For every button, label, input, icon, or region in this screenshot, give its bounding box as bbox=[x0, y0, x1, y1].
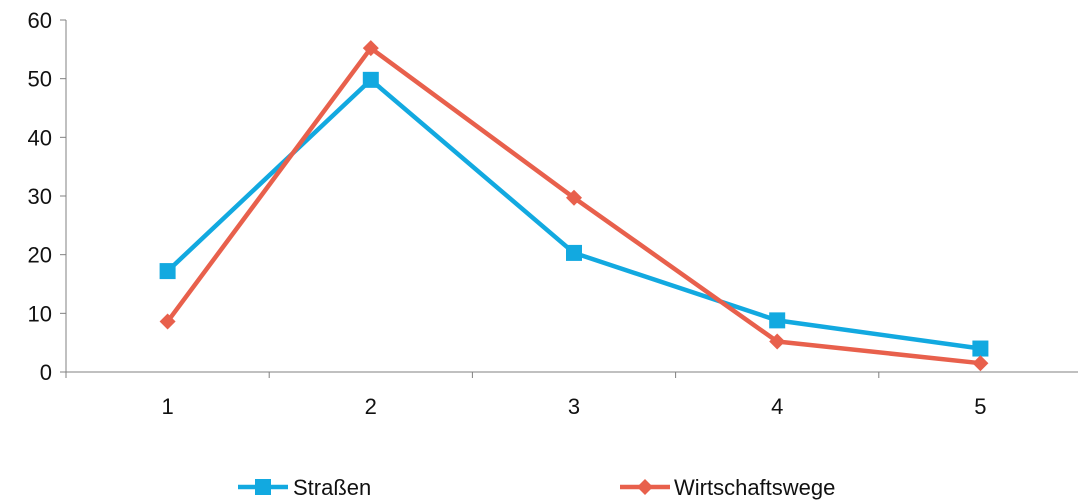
legend-label: Wirtschaftswege bbox=[674, 475, 835, 500]
data-point bbox=[159, 263, 176, 280]
x-tick-label: 4 bbox=[771, 394, 783, 419]
series-layer bbox=[159, 40, 989, 372]
x-tick-label: 2 bbox=[365, 394, 377, 419]
data-point bbox=[769, 312, 786, 329]
legend-item: Straßen bbox=[238, 475, 371, 500]
series-line bbox=[166, 77, 981, 351]
y-tick-label: 50 bbox=[28, 67, 52, 92]
legend-marker bbox=[637, 479, 653, 495]
y-tick-label: 0 bbox=[40, 360, 52, 385]
y-tick-label: 20 bbox=[28, 243, 52, 268]
legend-label: Straßen bbox=[293, 475, 371, 500]
legend: Straßen Wirtschaftswege bbox=[238, 475, 835, 500]
legend-marker bbox=[255, 479, 271, 495]
y-tick-label: 10 bbox=[28, 301, 52, 326]
x-tick-label: 3 bbox=[568, 394, 580, 419]
data-point bbox=[972, 355, 989, 372]
y-tick-label: 40 bbox=[28, 125, 52, 150]
data-point bbox=[362, 40, 379, 57]
series-1 bbox=[159, 40, 989, 372]
y-axis-ticks: 0 10 20 30 40 50 60 bbox=[28, 8, 66, 385]
data-point bbox=[159, 313, 176, 330]
legend-item: Wirtschaftswege bbox=[620, 475, 835, 500]
series-0 bbox=[159, 71, 989, 357]
data-point bbox=[769, 333, 786, 350]
data-point bbox=[972, 340, 989, 357]
y-tick-label: 60 bbox=[28, 8, 52, 33]
y-tick-label: 30 bbox=[28, 184, 52, 209]
data-point bbox=[362, 71, 379, 88]
x-tick-label: 1 bbox=[161, 394, 173, 419]
x-axis-ticks: 1 2 3 4 5 bbox=[65, 372, 987, 419]
data-point bbox=[566, 244, 582, 261]
x-tick-label: 5 bbox=[974, 394, 986, 419]
data-point bbox=[566, 189, 582, 206]
